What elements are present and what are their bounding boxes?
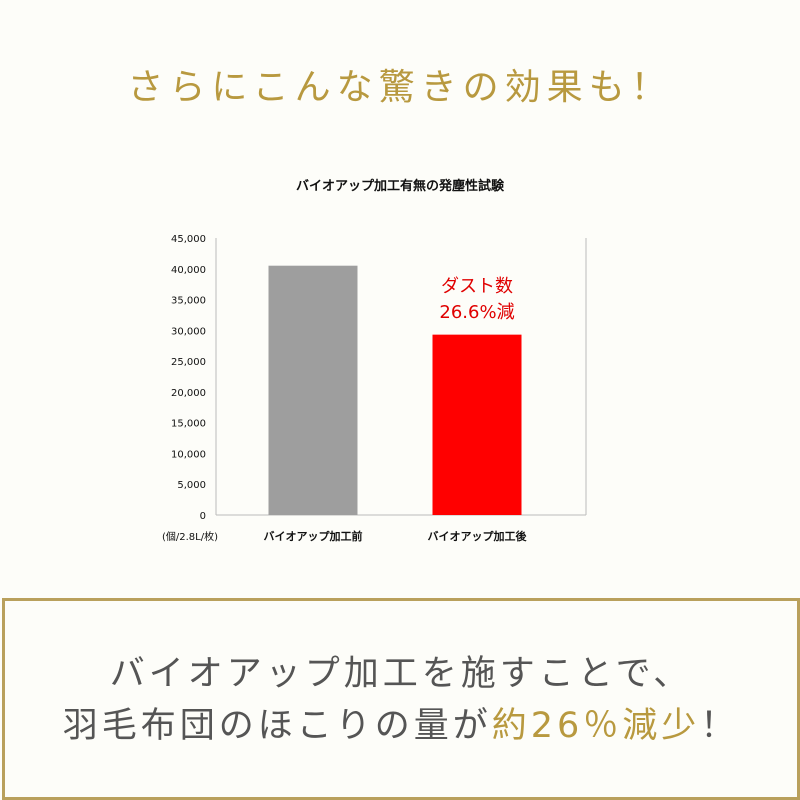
y-tick-label: 0 xyxy=(200,511,206,522)
category-labels: バイオアップ加工前 バイオアップ加工後 xyxy=(264,529,528,543)
annotation-line1: ダスト数 xyxy=(441,276,513,297)
unit-label: (個/2.8L/枚) xyxy=(162,530,218,543)
y-tick-label: 25,000 xyxy=(171,357,206,368)
y-tick-label: 30,000 xyxy=(171,326,206,337)
annotation-line2: 26.6%減 xyxy=(439,302,514,323)
summary-panel: バイオアップ加工を施すことで、 羽毛布団のほこりの量が約26％減少！ xyxy=(2,598,800,800)
y-tick-label: 5,000 xyxy=(177,480,206,491)
bars xyxy=(268,265,522,515)
category-label: バイオアップ加工後 xyxy=(428,529,528,543)
summary-line2-suffix: ！ xyxy=(700,706,740,746)
bar-2 xyxy=(432,334,522,515)
summary-highlight: 約26％減少 xyxy=(491,706,701,746)
headline: さらにこんな驚きの効果も！ xyxy=(127,67,673,108)
y-tick-label: 15,000 xyxy=(171,419,206,430)
chart-title: バイオアップ加工有無の発塵性試験 xyxy=(295,179,504,194)
y-tick-label: 20,000 xyxy=(171,388,206,399)
summary-line2: 羽毛布団のほこりの量が約26％減少！ xyxy=(5,697,797,748)
bar-1 xyxy=(268,265,358,515)
y-tick-label: 45,000 xyxy=(171,234,206,245)
summary-line2-prefix: 羽毛布団のほこりの量が xyxy=(62,706,492,746)
bar-chart: 0 5,000 10,000 15,000 20,000 25,000 30,000 35,0… xyxy=(162,234,587,543)
category-label: バイオアップ加工前 xyxy=(264,529,363,543)
y-tick-label: 35,000 xyxy=(171,296,206,307)
y-tick-label: 40,000 xyxy=(171,265,206,276)
y-tick-label: 10,000 xyxy=(171,449,206,460)
summary-line1: バイオアップ加工を施すことで、 xyxy=(109,654,693,694)
y-ticks: 0 5,000 10,000 15,000 20,000 25,000 30,000 35,0… xyxy=(171,234,206,522)
